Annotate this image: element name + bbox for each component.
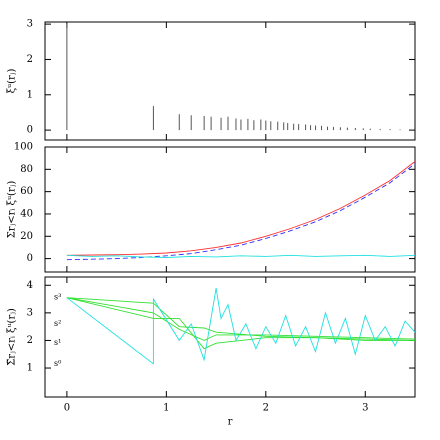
series-line <box>66 287 416 365</box>
y-tick-label: 3 <box>27 307 33 318</box>
panel-frame <box>44 146 416 273</box>
y-tick-label: 20 <box>20 231 33 242</box>
x-tick-label: 2 <box>263 403 269 414</box>
panel-frame <box>44 276 416 398</box>
y-tick-label: 3 <box>27 19 33 30</box>
series-line <box>66 163 416 261</box>
y-tick-label: 0 <box>27 125 33 136</box>
series-line <box>66 254 416 258</box>
y-axis-label: Σ̃rⱼ<rᵢ ξᵘ(rⱼ) <box>7 308 18 366</box>
y-axis-label: Σrⱼ<rᵢ ξᵘ(rⱼ) <box>7 181 18 239</box>
x-tick-label: 1 <box>163 403 169 414</box>
y-axis-label: ξᵘ(rⱼ) <box>7 69 18 94</box>
x-tick-label: 3 <box>362 403 368 414</box>
y-tick-label: 60 <box>20 186 33 197</box>
y-tick-label: 40 <box>20 208 33 219</box>
series-line <box>66 297 415 350</box>
y-tick-label: 2 <box>27 335 33 346</box>
y-tick-label: 2 <box>27 54 33 65</box>
y-tick-label: 0 <box>27 253 33 264</box>
series-line <box>66 297 416 341</box>
series-line <box>66 161 416 256</box>
annotation: s² <box>54 319 61 328</box>
y-tick-label: 80 <box>20 164 33 175</box>
y-tick-label: 1 <box>27 89 33 100</box>
x-axis-label: r <box>228 417 233 428</box>
annotation: s³ <box>54 293 61 302</box>
panel-frame <box>44 21 416 141</box>
y-tick-label: 100 <box>14 142 33 153</box>
annotation: s¹ <box>54 338 61 347</box>
y-tick-label: 1 <box>27 363 33 374</box>
y-tick-label: 4 <box>27 280 33 291</box>
annotation: s⁰ <box>54 359 61 368</box>
x-tick-label: 0 <box>64 403 70 414</box>
